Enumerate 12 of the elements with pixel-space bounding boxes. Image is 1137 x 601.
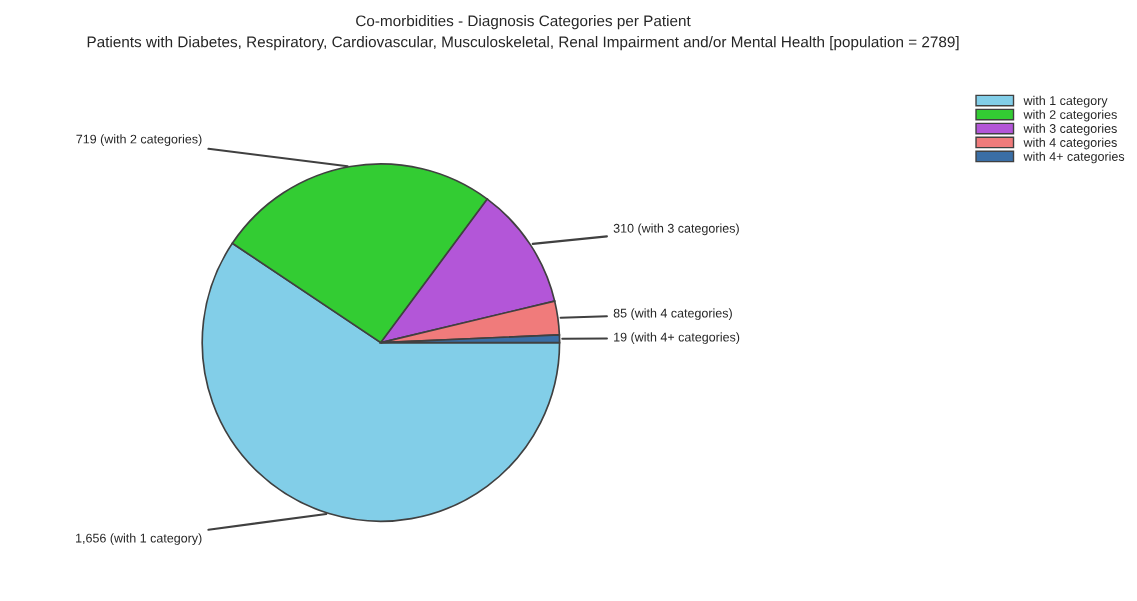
legend-label: with 2 categories <box>1023 109 1117 122</box>
data-label: 310 (with 3 categories) <box>613 223 739 236</box>
data-label: 1,656 (with 1 category) <box>76 533 202 546</box>
legend-label: with 4+ categories <box>1023 151 1125 164</box>
legend-label: with 3 categories <box>1023 123 1117 136</box>
chart-title: Co-morbidities - Diagnosis Categories per Patient <box>356 15 691 30</box>
data-label: 19 (with 4+ categories) <box>614 332 740 344</box>
legend-label: with 4 categories <box>1023 137 1117 150</box>
chart-subtitle: Patients with Diabetes, Respiratory, Cardiovascular, Musculoskeletal, Renal Impairment and/or Mental Health [population = 2789] <box>87 36 959 51</box>
data-label: 85 (with 4 categories) <box>613 308 732 321</box>
data-label: 719 (with 2 categories) <box>76 134 202 146</box>
legend-label: with 1 category <box>1023 95 1108 108</box>
